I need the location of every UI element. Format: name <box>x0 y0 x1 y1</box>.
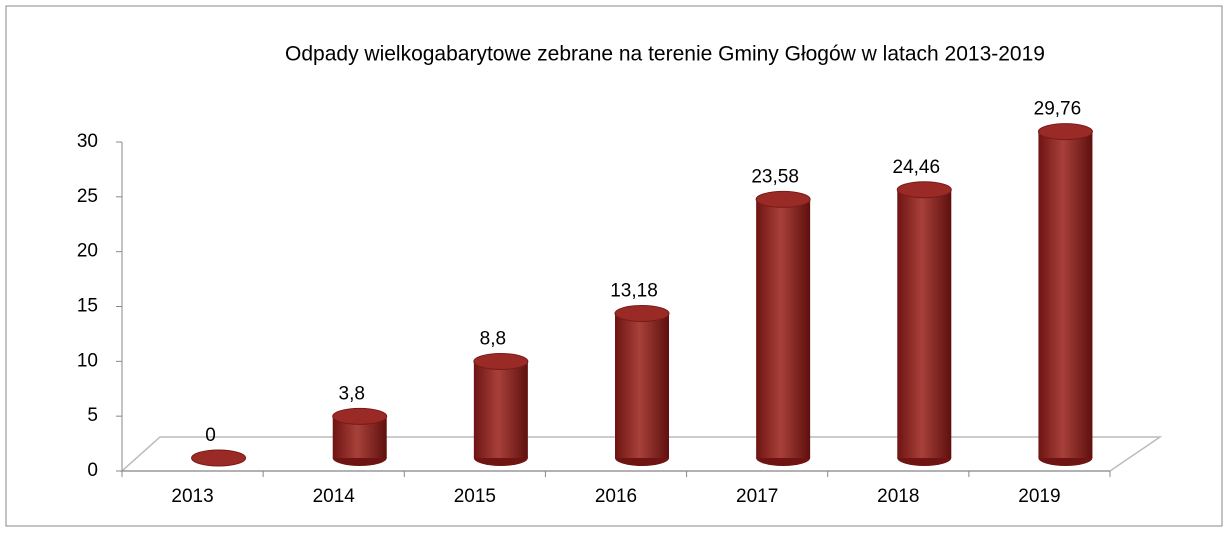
y-tick-label: 5 <box>87 405 98 426</box>
x-tick-label: 2015 <box>454 486 496 507</box>
y-tick-label: 25 <box>77 186 98 207</box>
bar-top <box>191 449 247 467</box>
value-label: 24,46 <box>893 157 941 178</box>
value-label: 29,76 <box>1034 99 1082 120</box>
value-label: 3,8 <box>339 383 365 404</box>
bar <box>473 361 528 458</box>
y-tick-label: 15 <box>77 296 98 317</box>
bar <box>756 199 811 458</box>
bar-top <box>896 181 952 199</box>
x-tick-label: 2016 <box>595 486 637 507</box>
chart-title: Odpady wielkogabarytowe zebrane na teren… <box>285 43 1045 66</box>
x-tick-label: 2019 <box>1018 486 1060 507</box>
bar-top <box>1037 123 1093 141</box>
bar-top <box>614 304 670 322</box>
bar-top <box>473 352 529 370</box>
x-tick-label: 2018 <box>877 486 919 507</box>
y-tick-label: 0 <box>87 460 98 481</box>
y-tick-label: 10 <box>77 350 98 371</box>
bar <box>1038 131 1093 458</box>
y-tick-label: 30 <box>77 131 98 152</box>
value-label: 23,58 <box>751 166 799 187</box>
x-tick-label: 2013 <box>171 486 213 507</box>
bar <box>897 189 952 458</box>
bar-top <box>755 190 811 208</box>
bar-top <box>332 407 388 425</box>
value-label: 8,8 <box>480 329 506 350</box>
x-tick-label: 2014 <box>313 486 356 507</box>
bar <box>615 313 669 458</box>
y-tick-label: 20 <box>77 241 98 262</box>
x-tick-label: 2017 <box>736 486 778 507</box>
value-label: 13,18 <box>610 280 658 301</box>
value-label: 0 <box>205 425 216 446</box>
